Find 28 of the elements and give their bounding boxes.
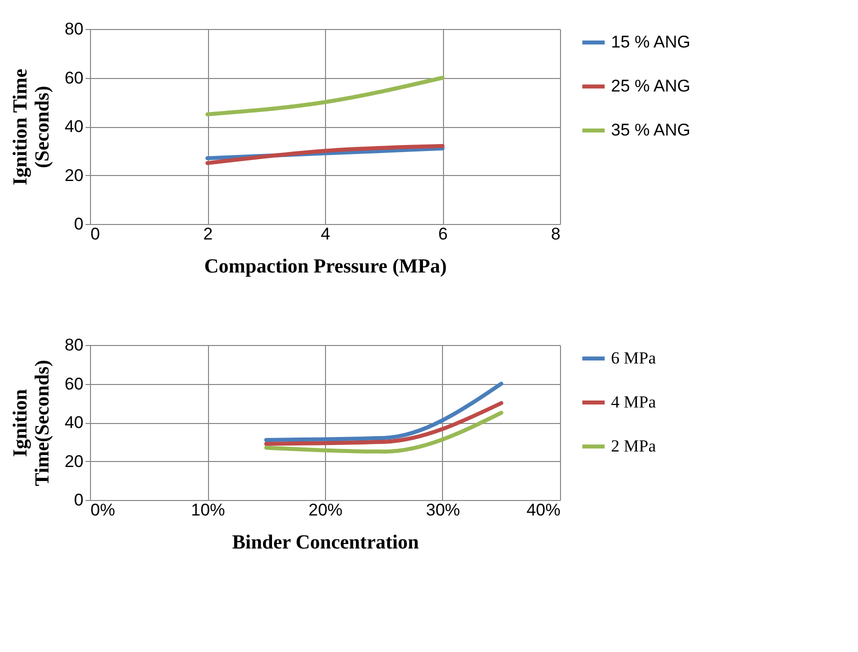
x-tick-label: 8: [551, 224, 560, 244]
y-tick-label: 60: [64, 374, 84, 394]
x-tick-label: 0: [90, 224, 100, 244]
x-tick-label: 10%: [190, 500, 226, 520]
legend-label: 35 % ANG: [611, 120, 690, 140]
x-tick-label: 0%: [90, 500, 116, 520]
y-tick-label: 60: [64, 68, 84, 88]
y-tick-label: 40: [64, 117, 84, 136]
legend-label: 6 MPa: [611, 348, 656, 368]
legend-label: 15 % ANG: [611, 32, 690, 52]
x-tick-label: 20%: [308, 500, 343, 520]
y-tick-label: 20: [64, 166, 84, 185]
legend-label: 25 % ANG: [611, 76, 690, 96]
x-tick-label: 4: [320, 224, 330, 244]
y-axis-title: Ignition Time (Seconds): [10, 68, 54, 186]
x-axis-title: Binder Concentration: [232, 532, 419, 554]
y-axis-title: Ignition Time(Seconds): [10, 360, 54, 486]
y-tick-label: 80: [64, 20, 84, 38]
legend-label: 2 MPa: [611, 436, 656, 456]
legend-label: 4 MPa: [611, 392, 656, 412]
x-axis-title: Compaction Pressure (MPa): [204, 256, 447, 278]
y-tick-label: 40: [64, 413, 84, 432]
x-tick-label: 2: [203, 224, 213, 244]
x-tick-label: 30%: [426, 500, 460, 520]
y-tick-label: 20: [64, 452, 84, 471]
y-tick-label: 80: [64, 336, 84, 354]
x-tick-label: 40%: [526, 500, 560, 520]
x-tick-label: 6: [438, 224, 448, 244]
